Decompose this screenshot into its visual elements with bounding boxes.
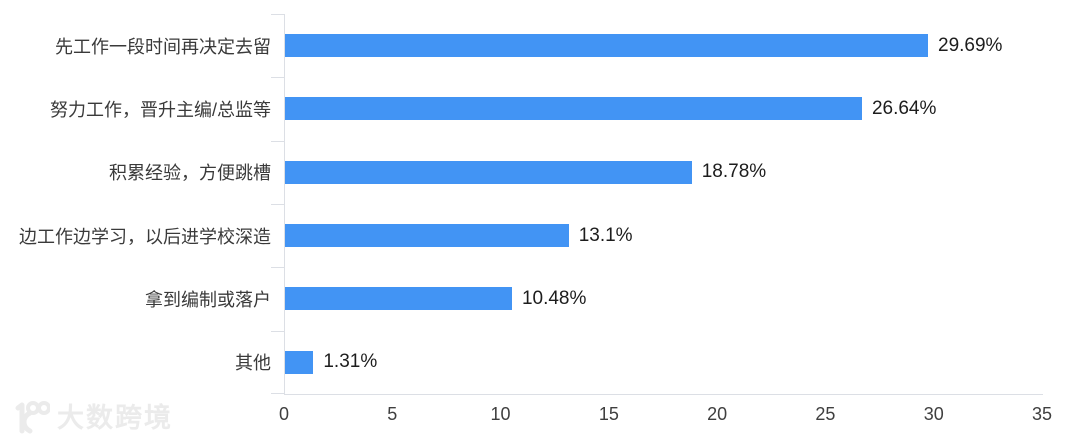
x-tick-label: 0: [278, 404, 290, 424]
bar-row: 29.69%: [285, 14, 1043, 77]
watermark-text: 大数跨境: [57, 402, 173, 433]
bar[interactable]: [285, 287, 512, 311]
category-label: 积累经验，方便跳槽: [109, 163, 271, 184]
axis-tick: [271, 204, 284, 205]
bar[interactable]: [285, 34, 928, 58]
x-tick-label: 5: [387, 404, 398, 424]
bar-row: 1.31%: [285, 331, 1043, 394]
x-tick-label: 10: [490, 404, 511, 424]
bar-row: 13.1%: [285, 204, 1043, 267]
value-label: 29.69%: [938, 34, 1003, 56]
x-tick-label: 25: [815, 404, 836, 424]
bar[interactable]: [285, 224, 569, 248]
watermark: 大数跨境: [8, 398, 173, 438]
category-label: 先工作一段时间再决定去留: [55, 36, 271, 57]
x-tick-label: 35: [1031, 404, 1053, 424]
category-label: 边工作边学习，以后进学校深造: [19, 226, 271, 247]
plot-area: 29.69% 26.64% 18.78% 13.1% 10.48% 1.31%: [271, 14, 1043, 395]
axis-tick: [271, 393, 284, 394]
axis-tick: [271, 140, 284, 142]
category-label: 努力工作，晋升主编/总监等: [50, 99, 271, 120]
value-label: 13.1%: [578, 224, 633, 246]
bar[interactable]: [285, 160, 692, 184]
value-label: 10.48%: [521, 287, 587, 309]
bar-row: 18.78%: [285, 141, 1043, 204]
x-tick-label: 15: [598, 404, 619, 424]
value-label: 18.78%: [701, 161, 767, 183]
category-axis: 先工作一段时间再决定去留 努力工作，晋升主编/总监等积累经验，方便跳槽边工作边学习…: [0, 14, 271, 394]
bar-row: 10.48%: [285, 267, 1043, 330]
bar-row: 26.64%: [285, 77, 1043, 140]
value-label: 26.64%: [871, 97, 937, 119]
value-axis: 0 5 10 15 20 25 30 35: [279, 404, 1052, 432]
category-label: 其他: [235, 353, 271, 374]
value-label: 1.31%: [323, 351, 378, 373]
x-tick-label: 30: [923, 404, 944, 424]
x-tick-label: 20: [707, 404, 728, 424]
bar[interactable]: [285, 97, 862, 121]
bar[interactable]: [285, 350, 314, 374]
k100-logo-icon: [8, 399, 50, 437]
axis-tick: [271, 330, 284, 332]
axis-tick: [271, 267, 284, 269]
category-label: 拿到编制或落户: [145, 289, 271, 310]
axis-tick: [271, 77, 284, 79]
axis-tick: [271, 14, 284, 15]
